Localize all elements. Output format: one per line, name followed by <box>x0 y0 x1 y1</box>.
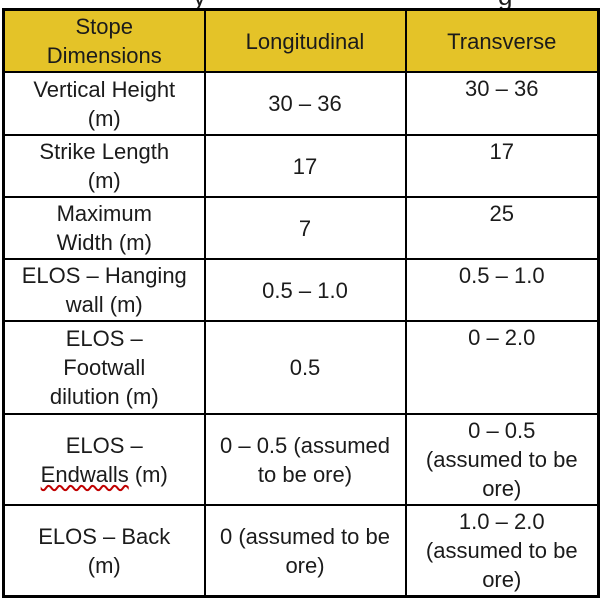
table-row: ELOS – Hanging wall (m) 0.5 – 1.0 0.5 – … <box>2 258 600 322</box>
cell-elos-endwalls-transverse: 0 – 0.5 (assumed to be ore) <box>404 413 600 506</box>
table-row: Strike Length (m) 17 17 <box>2 134 600 198</box>
row-label-elos-hanging-wall: ELOS – Hanging wall (m) <box>2 258 206 322</box>
cell-strike-length-longitudinal: 17 <box>203 134 407 198</box>
row-label-elos-endwalls: ELOS – Endwalls (m) <box>2 413 206 506</box>
table-row: ELOS – Endwalls (m) 0 – 0.5 (assumed to b… <box>2 413 600 506</box>
row-label-vertical-height: Vertical Height (m) <box>2 71 206 136</box>
table-header-row: Stope Dimensions Longitudinal Transverse <box>2 8 600 73</box>
cell-elos-footwall-dilution-longitudinal: 0.5 <box>203 320 407 415</box>
table-row: Maximum Width (m) 7 25 <box>2 196 600 260</box>
row-label-elos-footwall-dilution: ELOS – Footwall dilution (m) <box>2 320 206 415</box>
table-row: ELOS – Footwall dilution (m) 0.5 0 – 2.0 <box>2 320 600 415</box>
header-longitudinal: Longitudinal <box>203 8 407 73</box>
cell-elos-hanging-wall-longitudinal: 0.5 – 1.0 <box>203 258 407 322</box>
cell-elos-hanging-wall-transverse: 0.5 – 1.0 <box>404 258 600 322</box>
cropped-letter-descender: g <box>498 0 512 8</box>
misspelled-word-endwalls: Endwalls <box>40 461 129 487</box>
header-transverse: Transverse <box>404 8 600 73</box>
cell-elos-back-transverse: 1.0 – 2.0 (assumed to be ore) <box>404 504 600 598</box>
row-label-elos-back: ELOS – Back (m) <box>2 504 206 598</box>
cell-elos-back-longitudinal: 0 (assumed to be ore) <box>203 504 407 598</box>
row-label-elos-endwalls-suffix: (m) <box>134 461 168 487</box>
cropped-letter-descender: y <box>193 0 206 8</box>
cell-vertical-height-longitudinal: 30 – 36 <box>203 71 407 136</box>
cell-vertical-height-transverse: 30 – 36 <box>404 71 600 136</box>
cell-maximum-width-longitudinal: 7 <box>203 196 407 260</box>
row-label-elos-endwalls-prefix: ELOS – <box>65 432 143 458</box>
header-stope-dimensions: Stope Dimensions <box>2 8 206 73</box>
cell-maximum-width-transverse: 25 <box>404 196 600 260</box>
cropped-caption-line: y g <box>0 0 600 8</box>
cell-elos-footwall-dilution-transverse: 0 – 2.0 <box>404 320 600 415</box>
table-row: ELOS – Back (m) 0 (assumed to be ore) 1.… <box>2 504 600 598</box>
row-label-strike-length: Strike Length (m) <box>2 134 206 198</box>
table-row: Vertical Height (m) 30 – 36 30 – 36 <box>2 71 600 136</box>
row-label-maximum-width: Maximum Width (m) <box>2 196 206 260</box>
cell-elos-endwalls-longitudinal: 0 – 0.5 (assumed to be ore) <box>203 413 407 506</box>
stope-dimensions-table: Stope Dimensions Longitudinal Transverse… <box>2 8 600 598</box>
cell-strike-length-transverse: 17 <box>404 134 600 198</box>
